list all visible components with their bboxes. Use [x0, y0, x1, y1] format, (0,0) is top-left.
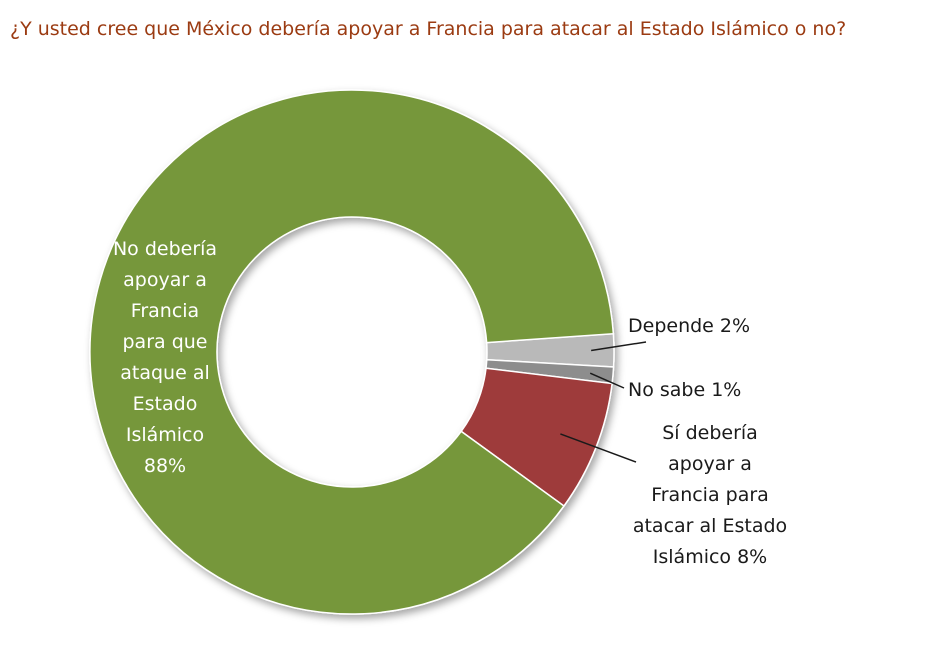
- slice-label-1: No sabe 1%: [628, 379, 741, 401]
- slice-label-line: apoyar a: [668, 453, 752, 475]
- slice-label-line: para que: [123, 331, 208, 353]
- slice-label-2: Sí debería apoyar a Francia para atacar al …: [633, 422, 787, 568]
- slice-label-line: No debería: [113, 238, 217, 260]
- slice-label-line: Depende 2%: [628, 315, 750, 337]
- slice-label-line: Sí debería: [662, 422, 758, 444]
- slice-label-0: Depende 2%: [628, 315, 750, 337]
- slice-label-line: ataque al: [120, 362, 210, 384]
- leader-lines: [560, 341, 647, 463]
- leader-line-2: [560, 433, 637, 463]
- slice-label-line: atacar al Estado: [633, 515, 787, 537]
- donut-slices: [89, 89, 615, 615]
- leader-line-0: [591, 341, 647, 352]
- leader-line-1: [589, 372, 625, 389]
- slice-label-3: No debería apoyar a Francia para que ataque …: [113, 238, 217, 477]
- slice-labels: Depende 2% No sabe 1% Sí debería apoyar a Fr…: [113, 238, 787, 568]
- chart-title: ¿Y usted cree que México debería apoyar …: [10, 18, 847, 40]
- slice-label-line: Francia para: [651, 484, 769, 506]
- slice-label-line: 88%: [144, 455, 186, 477]
- slice-label-line: No sabe 1%: [628, 379, 741, 401]
- slice-label-line: Islámico 8%: [653, 546, 767, 568]
- slice-label-line: apoyar a: [123, 269, 207, 291]
- slice-label-line: Francia: [131, 300, 199, 322]
- slice-3: [89, 89, 615, 615]
- slice-label-line: Islámico: [126, 424, 204, 446]
- slice-label-line: Estado: [133, 393, 198, 415]
